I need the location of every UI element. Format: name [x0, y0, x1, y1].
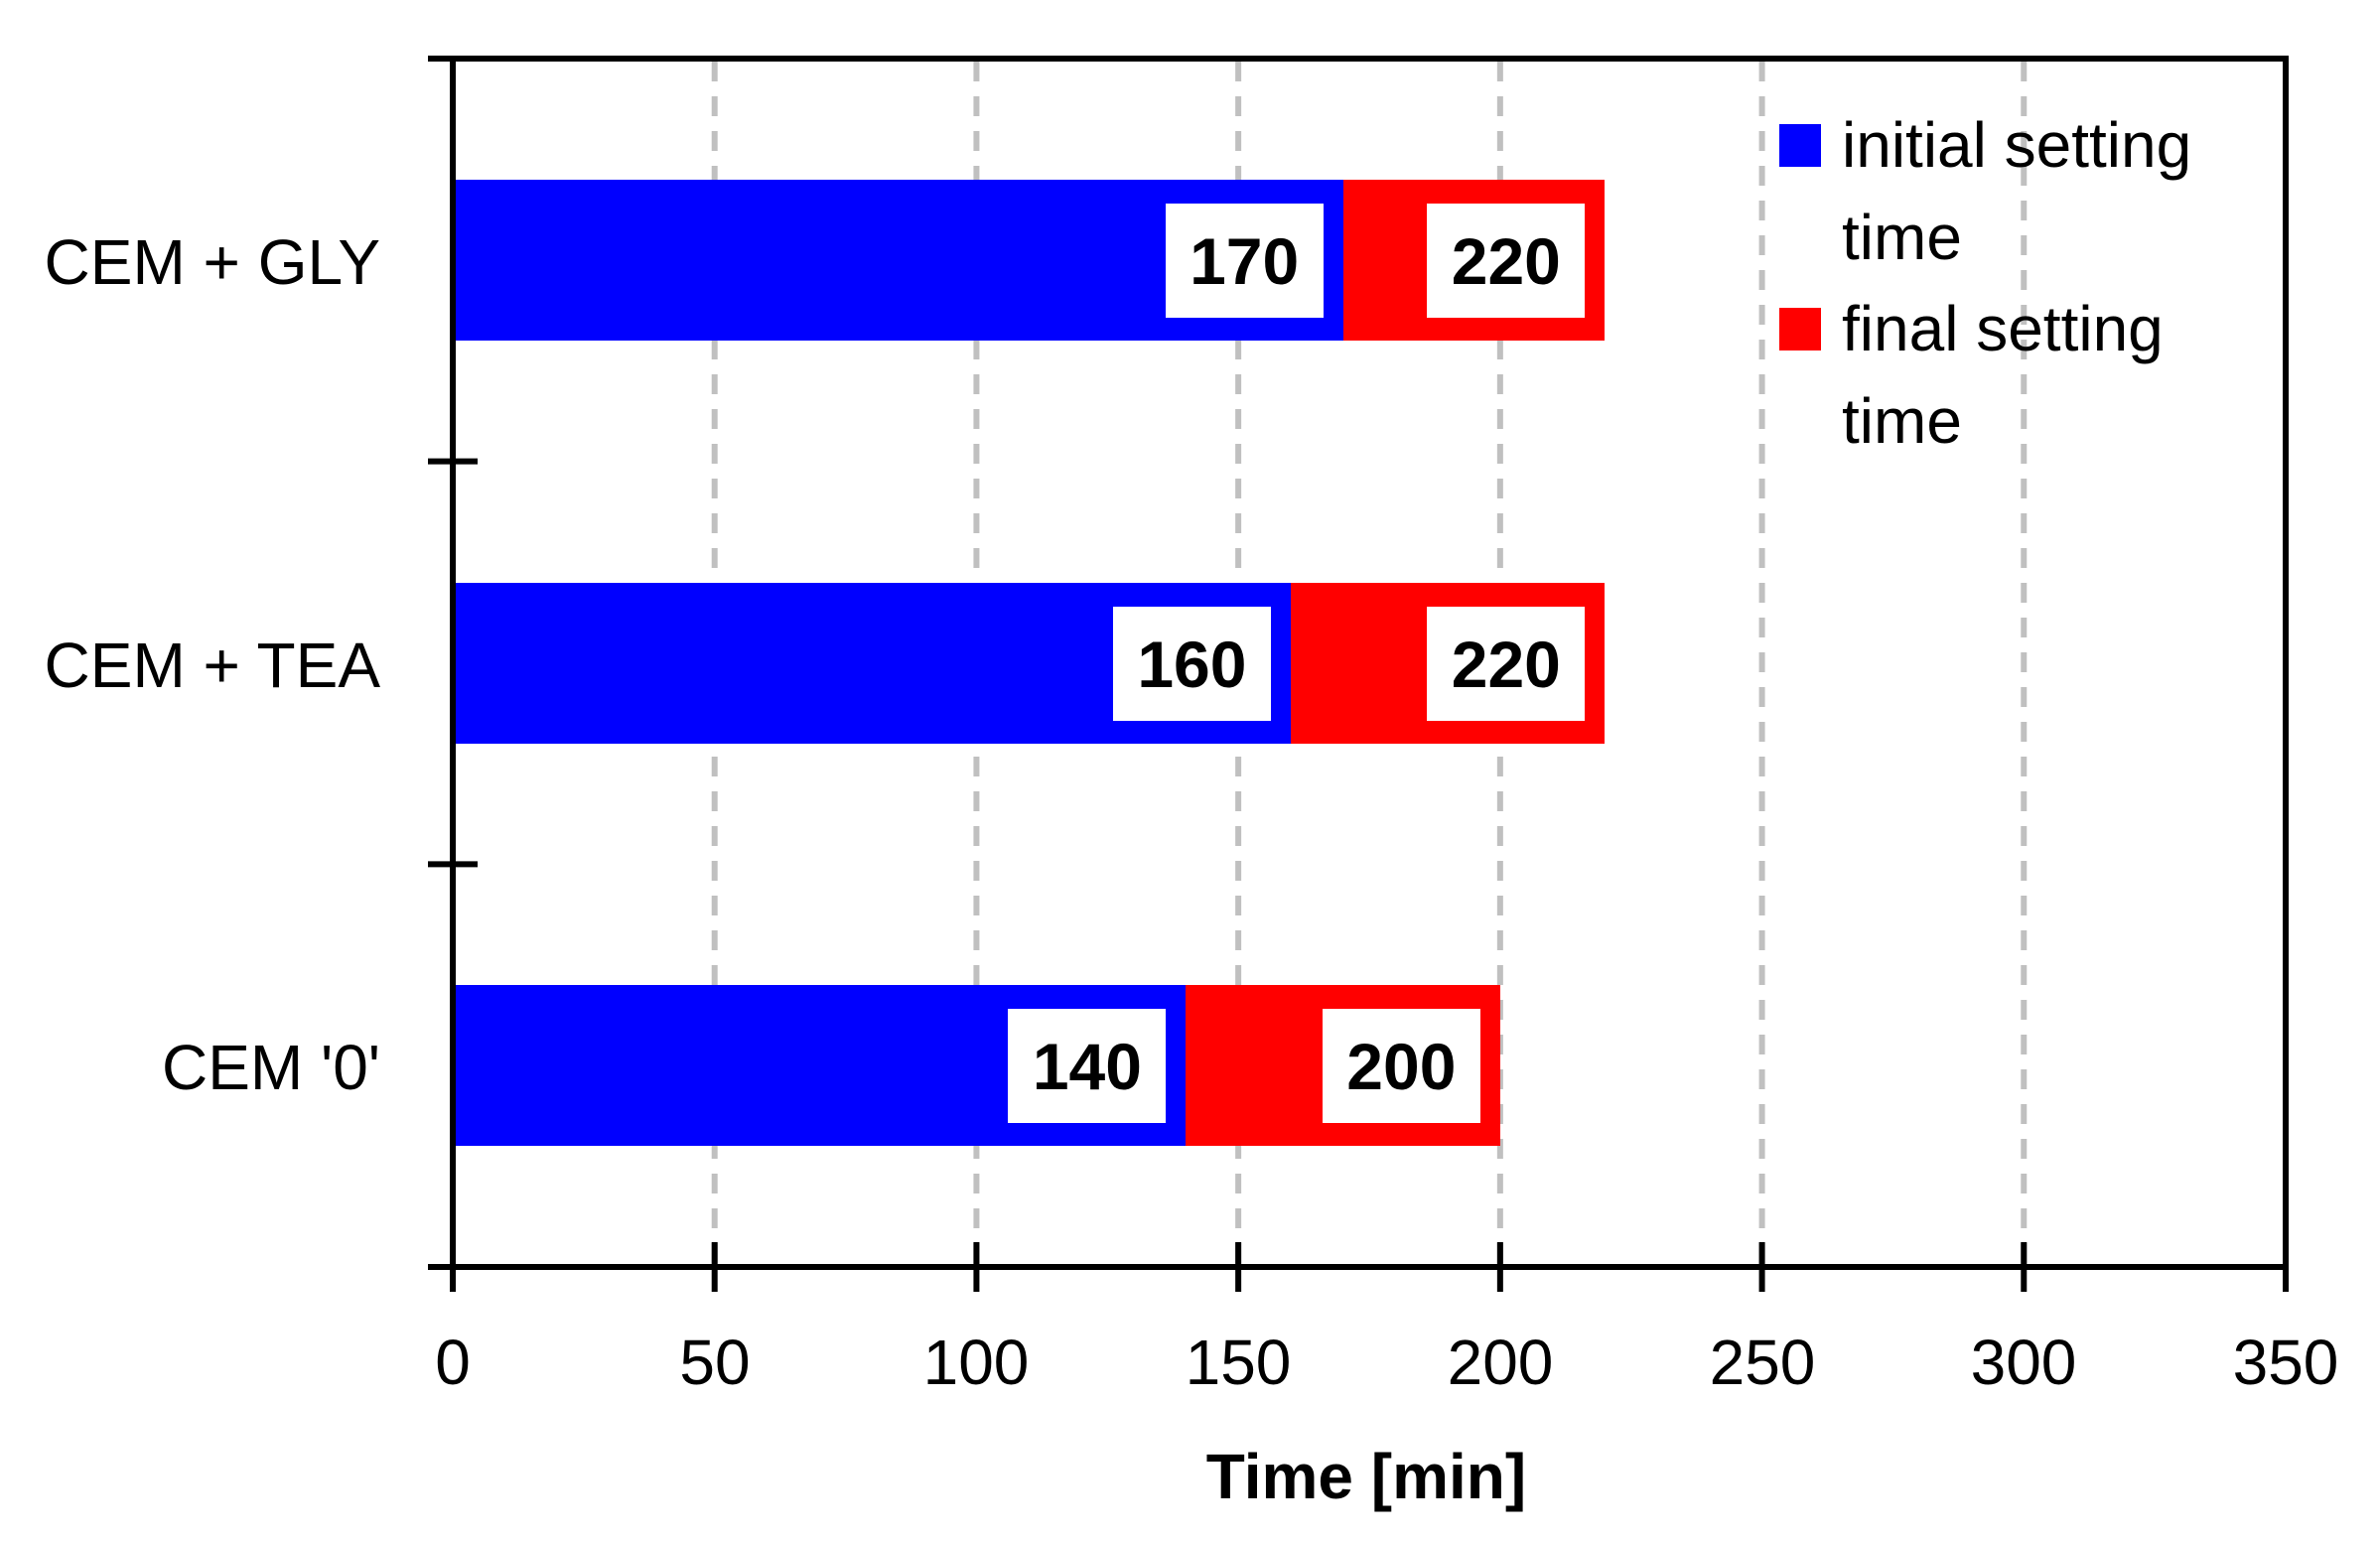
legend-label-final-line1: final setting — [1842, 293, 2164, 364]
x-tick-50: 50 — [679, 1327, 751, 1398]
data-label-initial: 140 — [1008, 1009, 1167, 1123]
legend-label-initial-line1: initial setting — [1842, 109, 2192, 181]
y-label-cem-0: CEM '0' — [161, 1032, 380, 1103]
x-tick-100: 100 — [922, 1327, 1030, 1398]
data-label-final: 200 — [1322, 1009, 1480, 1123]
legend-label-initial-line2: time — [1842, 202, 1962, 273]
x-tick-250: 250 — [1709, 1327, 1816, 1398]
x-tick-150: 150 — [1185, 1327, 1292, 1398]
y-label-cem-tea: CEM + TEA — [44, 630, 380, 701]
legend-swatch-initial-icon — [1779, 124, 1821, 167]
x-axis-title: Time [min] — [1205, 1441, 1527, 1512]
plot-frame — [450, 56, 2289, 1270]
x-tick-350: 350 — [2232, 1327, 2339, 1398]
legend-swatch-final-icon — [1779, 308, 1821, 351]
y-label-cem-gly: CEM + GLY — [44, 226, 380, 298]
data-label-initial: 160 — [1112, 607, 1271, 721]
x-tick-300: 300 — [1970, 1327, 2077, 1398]
data-label-final: 220 — [1427, 204, 1586, 318]
data-label-final: 220 — [1427, 607, 1586, 721]
x-tick-0: 0 — [435, 1327, 471, 1398]
data-label-initial: 170 — [1165, 204, 1324, 318]
x-tick-200: 200 — [1447, 1327, 1554, 1398]
legend-label-final-line2: time — [1842, 385, 1962, 457]
